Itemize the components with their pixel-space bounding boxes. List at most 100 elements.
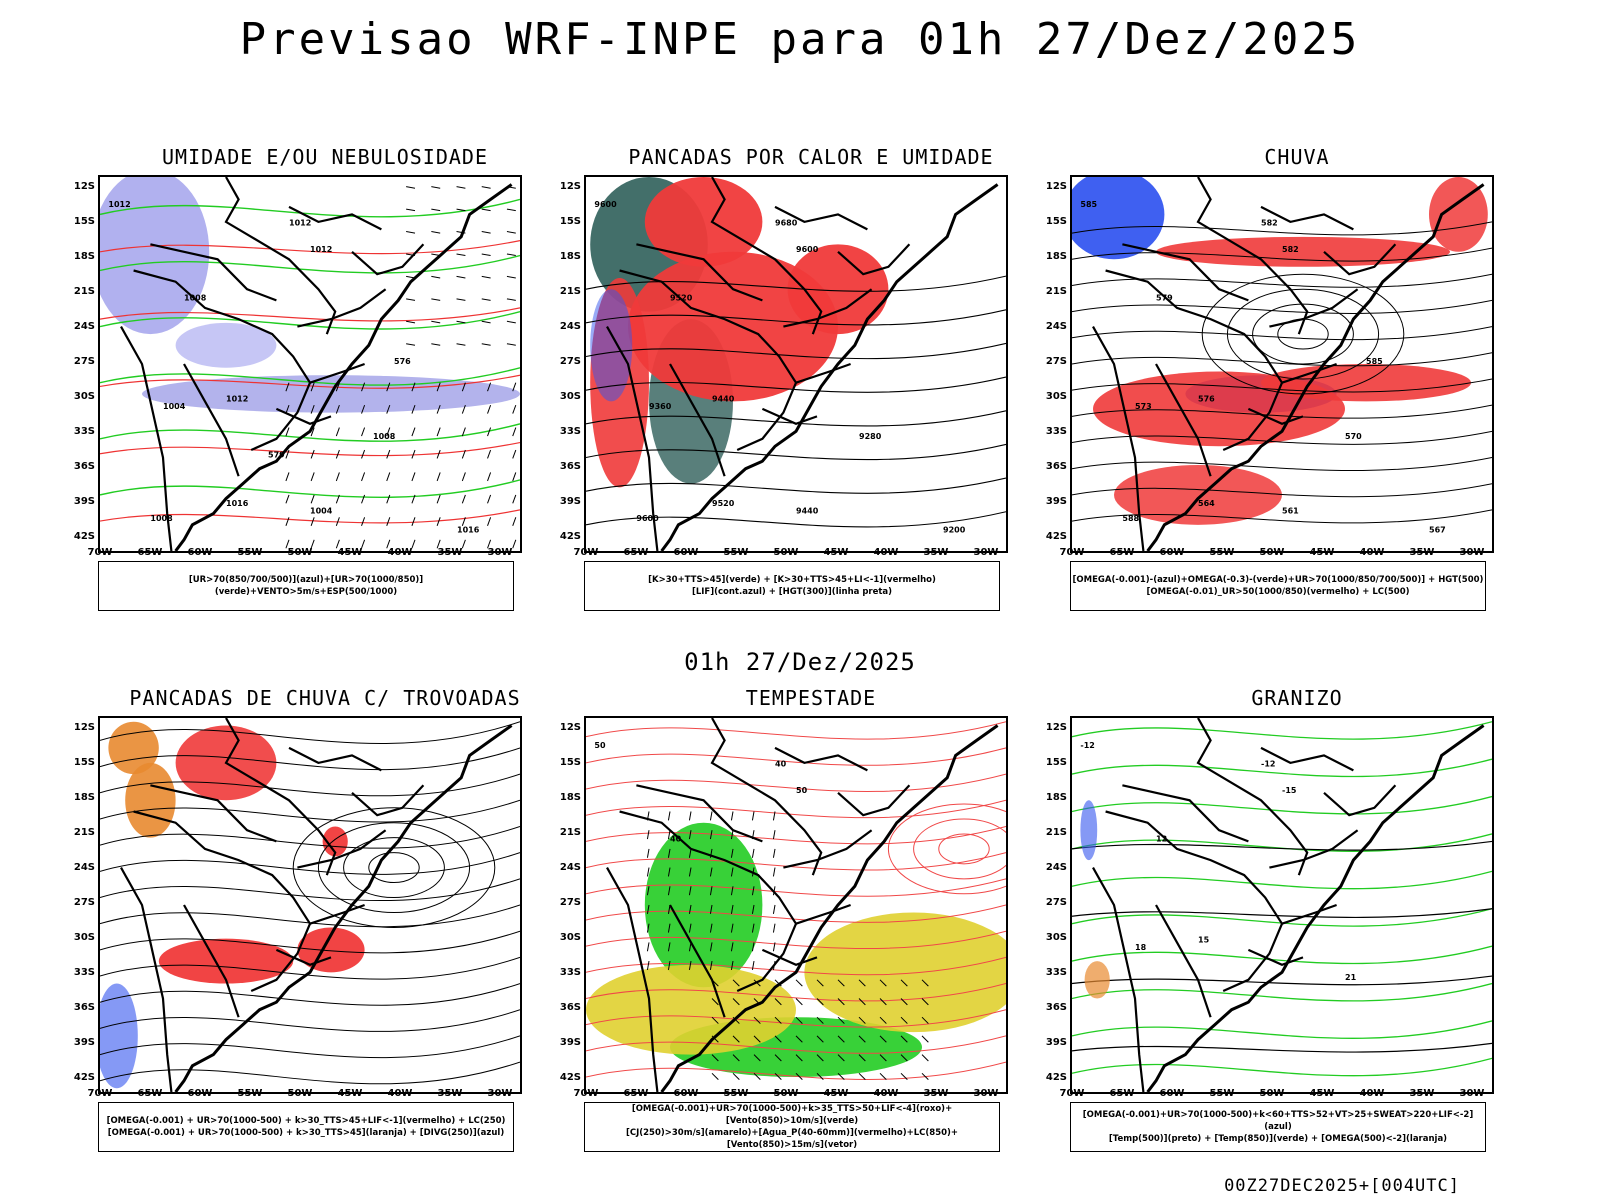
wind-vector	[310, 539, 315, 549]
country-border	[1155, 363, 1212, 477]
wind-vector	[709, 961, 713, 971]
wind-vector	[436, 427, 441, 437]
red-streamline	[938, 833, 990, 865]
wind-vector	[751, 961, 755, 971]
lat-label: 30S	[1045, 390, 1067, 402]
contour-label: 9280	[859, 432, 882, 441]
wind-vector	[751, 923, 755, 933]
height-contour	[586, 477, 1006, 494]
wind-vector	[411, 382, 416, 392]
country-border	[224, 718, 337, 876]
wind-vector	[753, 1016, 761, 1024]
temp850-contour	[1072, 833, 1492, 852]
wind-vector	[858, 998, 866, 1006]
wind-vector	[709, 904, 713, 914]
wind-vector	[646, 886, 650, 896]
lat-label: 21S	[1045, 285, 1067, 297]
wind-vector	[461, 382, 466, 392]
lon-label: 45W	[823, 547, 849, 558]
contour-label: 573	[1135, 402, 1152, 411]
wind-vector	[436, 539, 441, 549]
wind-vector	[506, 253, 516, 257]
lon-label: 50W	[1259, 1088, 1285, 1099]
wind-vector	[456, 320, 466, 324]
lat-label: 36S	[73, 1001, 95, 1013]
wind-vector	[481, 231, 491, 234]
wind-vector	[411, 539, 416, 549]
streamline	[100, 956, 520, 980]
wind-vector	[487, 449, 492, 459]
contour-label: 567	[1429, 525, 1446, 534]
wind-vector	[335, 517, 340, 526]
contour-label: 585	[1366, 357, 1383, 366]
wind-vector	[751, 886, 755, 896]
wind-vector	[711, 1016, 719, 1024]
streamline	[100, 1009, 520, 1032]
wind-vector	[361, 382, 366, 392]
wind-vector	[285, 382, 290, 392]
wind-vector	[732, 1072, 740, 1081]
wind-vector	[709, 811, 713, 821]
wind-vector	[646, 923, 650, 933]
country-border	[1196, 718, 1309, 876]
red-streamline	[887, 803, 1006, 895]
wind-vector	[506, 231, 516, 234]
green-humidity-contour	[100, 479, 520, 498]
wind-vector	[386, 517, 391, 526]
country-border	[795, 362, 851, 384]
wind-vector	[921, 1072, 929, 1081]
contour-label: 9440	[712, 394, 735, 403]
country-border	[1247, 948, 1304, 966]
map-frame	[98, 716, 522, 1094]
lat-label: 12S	[1045, 722, 1067, 733]
lat-label: 18S	[73, 250, 95, 262]
country-border	[288, 205, 382, 231]
lat-label: 33S	[73, 966, 95, 978]
hgt500-contour	[1072, 352, 1492, 367]
lon-label: 40W	[387, 1088, 413, 1099]
contour-label: -15	[1282, 786, 1297, 795]
legend-line: [OMEGA(-0.01)_UR>50(1000/850)(vermelho) …	[1146, 587, 1410, 597]
lon-label: 70W	[1059, 547, 1085, 558]
wind-vector	[335, 382, 340, 392]
wind-vector	[386, 427, 391, 437]
map-canvas: 50 40 50 40	[586, 718, 1006, 1092]
country-border	[351, 243, 425, 276]
wind-vector	[481, 275, 491, 279]
wind-vector	[361, 449, 366, 459]
anticyclone-streamline	[368, 852, 420, 884]
map-panel-4: PANCADAS DE CHUVA C/ TROVOADAS 12S 15S 18S 2…	[74, 686, 575, 1166]
country-border	[183, 363, 240, 477]
lon-label: 40W	[873, 547, 899, 558]
streamline	[100, 878, 520, 901]
wind-vector	[667, 886, 671, 896]
lat-label: 39S	[559, 1036, 581, 1048]
thickness-contour	[100, 441, 520, 457]
wind-vector	[816, 998, 824, 1006]
country-border	[606, 867, 659, 1092]
wind-vector	[310, 404, 315, 414]
wind-vector	[646, 961, 650, 971]
country-border	[150, 243, 277, 302]
wind-vector	[481, 298, 491, 301]
country-border	[224, 177, 337, 335]
country-border	[761, 407, 818, 425]
wind-vector	[386, 494, 391, 504]
country-border	[297, 288, 387, 328]
wind-vector	[481, 320, 491, 324]
legend-line: [Temp(500)](preto) + [Temp(850)](verde) …	[1108, 1134, 1448, 1144]
wind-vector	[431, 231, 441, 234]
wind-vector	[879, 1035, 887, 1043]
wind-vector	[436, 472, 441, 482]
country-border	[120, 326, 173, 551]
country-border	[837, 784, 911, 817]
divergence-blue-area	[100, 983, 138, 1089]
rain-red-area	[1429, 177, 1488, 252]
hgt500-contour	[1072, 326, 1492, 341]
lat-label: 12S	[73, 722, 95, 733]
wind-vector	[688, 848, 692, 858]
coastline	[660, 724, 999, 1092]
wind-vector	[837, 1054, 845, 1062]
contour-label: 579	[1156, 293, 1173, 302]
lon-label: 35W	[437, 547, 463, 558]
